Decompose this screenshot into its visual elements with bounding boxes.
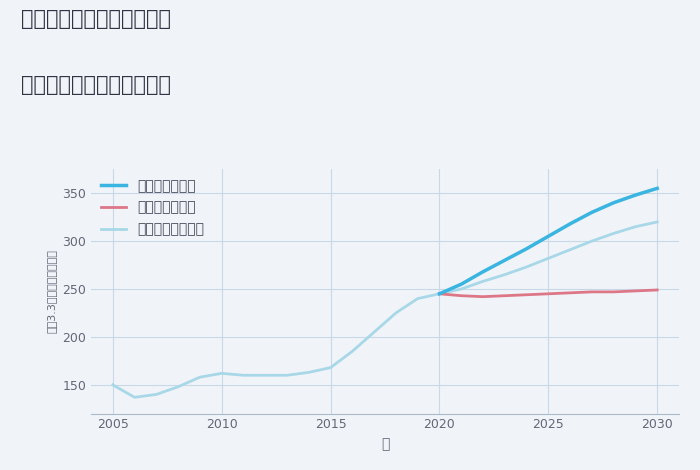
- グッドシナリオ: [522, 246, 531, 251]
- Line: ノーマルシナリオ: ノーマルシナリオ: [440, 222, 657, 294]
- Line: バッドシナリオ: バッドシナリオ: [440, 290, 657, 297]
- バッドシナリオ: [588, 289, 596, 295]
- X-axis label: 年: 年: [381, 437, 389, 451]
- バッドシナリオ: [479, 294, 487, 299]
- バッドシナリオ: [522, 292, 531, 298]
- バッドシナリオ: [544, 291, 552, 297]
- グッドシナリオ: [500, 258, 509, 263]
- グッドシナリオ: [653, 186, 662, 191]
- Line: グッドシナリオ: グッドシナリオ: [440, 188, 657, 294]
- Text: 中古マンションの価格推移: 中古マンションの価格推移: [21, 75, 171, 95]
- ノーマルシナリオ: [500, 272, 509, 277]
- Y-axis label: 坪（3.3㎡）単価（万円）: 坪（3.3㎡）単価（万円）: [47, 250, 57, 333]
- Text: 神奈川県横浜市中区寿町の: 神奈川県横浜市中区寿町の: [21, 9, 171, 30]
- グッドシナリオ: [566, 221, 574, 227]
- バッドシナリオ: [610, 289, 618, 295]
- ノーマルシナリオ: [479, 279, 487, 284]
- ノーマルシナリオ: [588, 238, 596, 244]
- グッドシナリオ: [631, 192, 640, 198]
- グッドシナリオ: [479, 269, 487, 274]
- ノーマルシナリオ: [631, 224, 640, 229]
- ノーマルシナリオ: [457, 286, 466, 292]
- ノーマルシナリオ: [435, 291, 444, 297]
- グッドシナリオ: [588, 210, 596, 215]
- ノーマルシナリオ: [653, 219, 662, 225]
- ノーマルシナリオ: [610, 231, 618, 236]
- グッドシナリオ: [457, 282, 466, 287]
- バッドシナリオ: [631, 288, 640, 294]
- バッドシナリオ: [500, 293, 509, 298]
- ノーマルシナリオ: [522, 264, 531, 270]
- ノーマルシナリオ: [566, 247, 574, 252]
- ノーマルシナリオ: [544, 256, 552, 261]
- グッドシナリオ: [544, 234, 552, 239]
- バッドシナリオ: [435, 291, 444, 297]
- Legend: グッドシナリオ, バッドシナリオ, ノーマルシナリオ: グッドシナリオ, バッドシナリオ, ノーマルシナリオ: [98, 176, 206, 239]
- グッドシナリオ: [610, 200, 618, 205]
- バッドシナリオ: [653, 287, 662, 293]
- バッドシナリオ: [457, 293, 466, 298]
- バッドシナリオ: [566, 290, 574, 296]
- グッドシナリオ: [435, 291, 444, 297]
